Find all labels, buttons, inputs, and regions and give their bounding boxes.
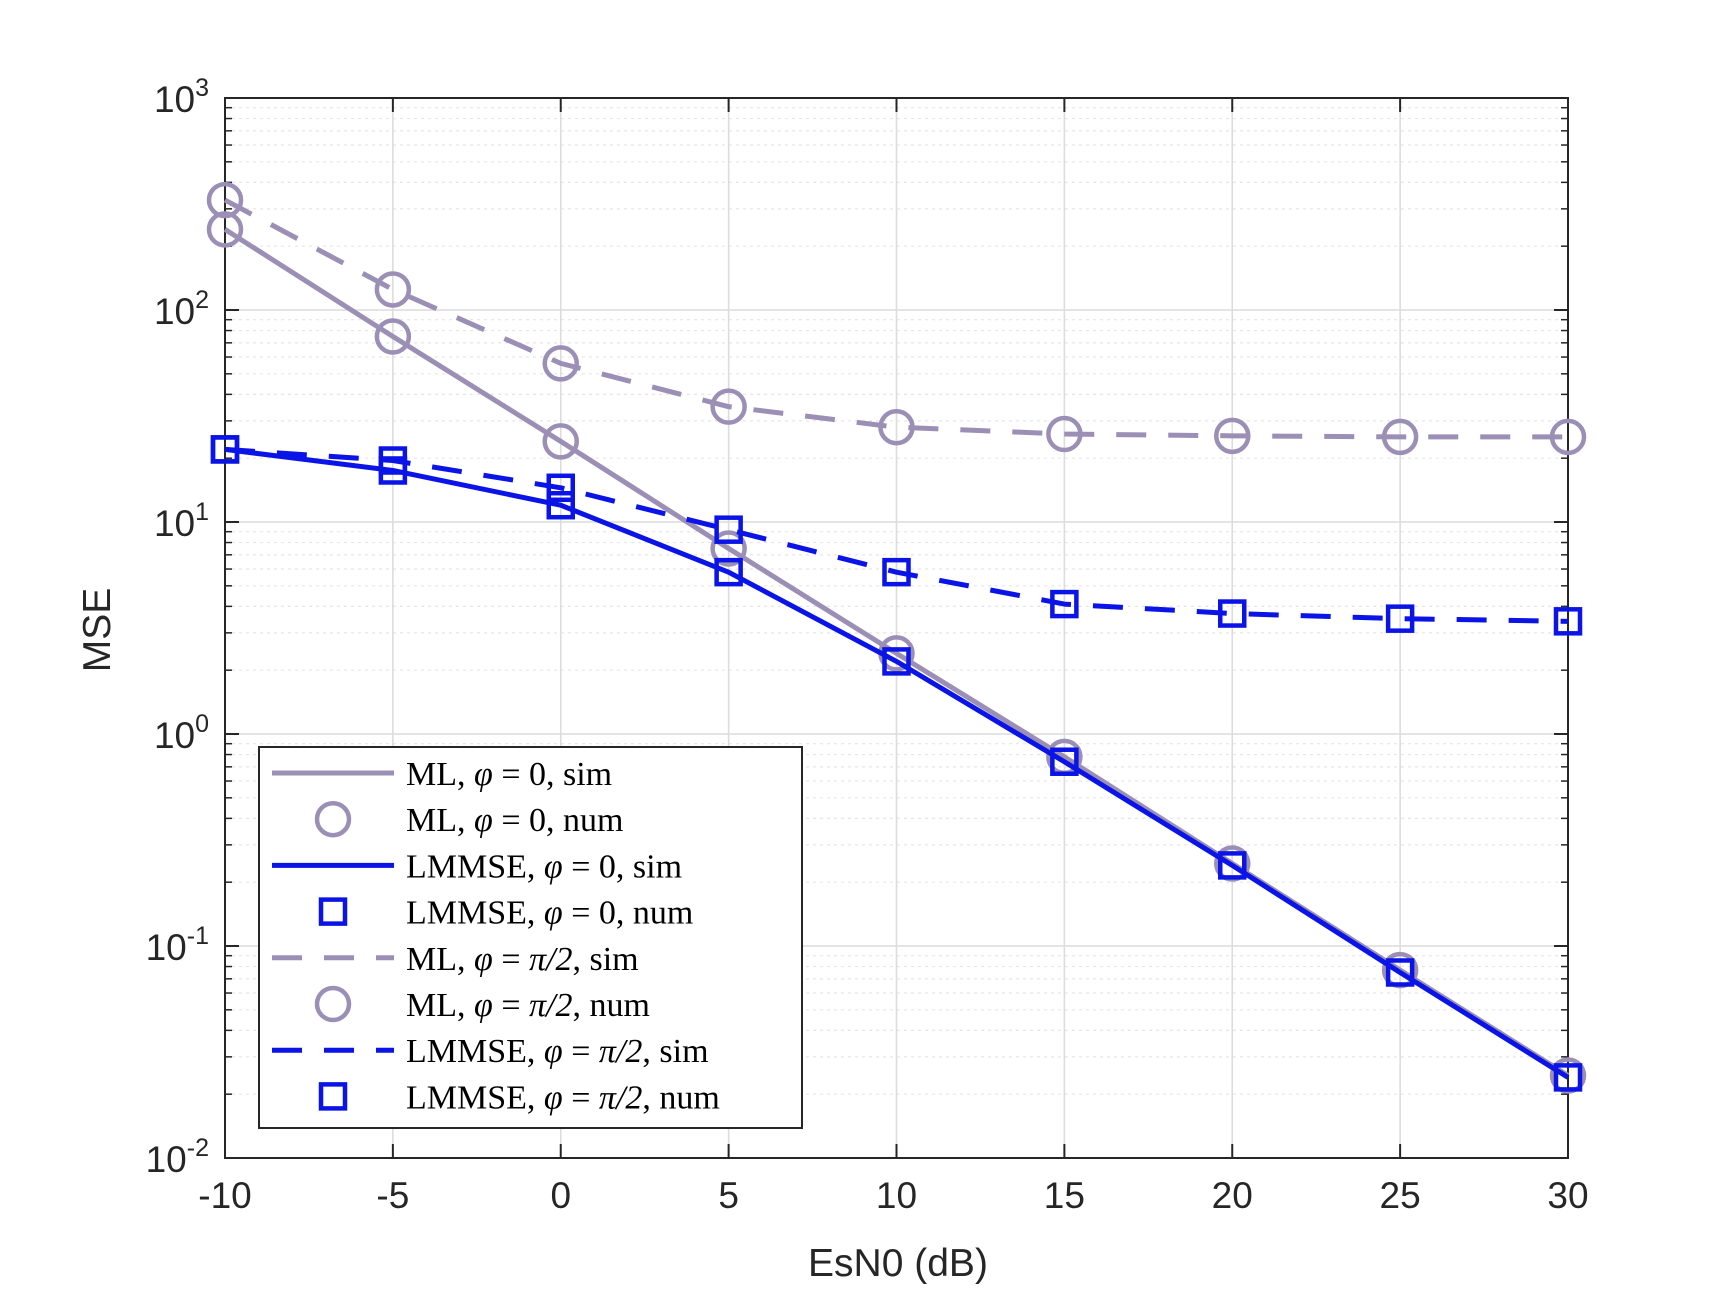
x-tick-label: 10 (876, 1175, 917, 1216)
data-point-circle (374, 271, 412, 308)
series-7 (210, 435, 1583, 636)
data-point-circle (710, 530, 747, 567)
x-tick-label: 30 (1547, 1175, 1588, 1216)
y-tick-label: 100 (154, 710, 209, 756)
legend-marker-sample (318, 1082, 348, 1111)
data-point-circle (1046, 415, 1083, 453)
x-tick-label: -5 (376, 1175, 409, 1216)
legend-item: ML, φ = 0, sim (272, 756, 612, 793)
legend-label: ML, φ = π/2, num (406, 987, 650, 1024)
legend-marker-sample (314, 800, 352, 838)
data-point-square (1218, 599, 1247, 628)
data-point-circle (878, 408, 915, 446)
data-point-square (1553, 607, 1583, 636)
data-point-circle (206, 181, 244, 219)
legend-label: ML, φ = π/2, sim (406, 941, 639, 978)
legend-item: ML, φ = π/2, sim (272, 941, 639, 978)
series-5 (206, 181, 1587, 456)
legend-label: LMMSE, φ = 0, num (406, 895, 693, 932)
x-tick-label: 25 (1380, 1175, 1421, 1216)
data-point-circle (1381, 418, 1419, 456)
data-point-square (210, 435, 240, 464)
legend-item: LMMSE, φ = 0, num (318, 895, 693, 932)
data-point-square (1050, 589, 1079, 619)
data-point-square (1385, 958, 1415, 987)
data-point-square (1050, 747, 1079, 776)
legend-item: ML, φ = 0, num (314, 800, 623, 839)
data-point-square (882, 557, 911, 587)
data-point-circle (542, 345, 579, 382)
data-point-square (378, 446, 408, 475)
data-point-square (1218, 851, 1247, 880)
data-point-square (546, 490, 575, 520)
legend-item: ML, φ = π/2, num (314, 985, 650, 1024)
y-tick-label: 102 (154, 286, 209, 332)
data-point-square (1553, 1063, 1583, 1092)
series-6 (224, 446, 1569, 624)
y-axis-label: MSE (76, 588, 119, 673)
x-tick-label: -10 (198, 1175, 251, 1216)
legend-item: LMMSE, φ = π/2, sim (272, 1033, 709, 1070)
legend-item: LMMSE, φ = 0, sim (272, 848, 682, 885)
data-point-circle (1214, 417, 1251, 455)
legend-label: ML, φ = 0, sim (406, 756, 612, 793)
y-tick-label: 10-2 (146, 1134, 209, 1180)
data-point-square (546, 473, 575, 503)
legend-label: ML, φ = 0, num (406, 802, 623, 839)
data-point-square (1385, 604, 1415, 633)
y-tick-label: 101 (154, 498, 209, 544)
legend-marker-sample (314, 985, 352, 1023)
data-point-circle (1549, 418, 1587, 456)
x-axis-label: EsN0 (dB) (808, 1242, 988, 1285)
data-point-circle (542, 423, 579, 460)
legend-label: LMMSE, φ = π/2, sim (406, 1033, 709, 1070)
data-point-circle (206, 211, 244, 248)
series-line (224, 446, 1569, 624)
series (206, 181, 1587, 1094)
data-point-square (714, 557, 743, 587)
y-tick-label: 10-1 (146, 922, 209, 968)
data-point-square (714, 515, 743, 544)
series-line (223, 197, 1568, 440)
legend-marker-sample (318, 897, 348, 926)
x-tick-label: 0 (550, 1175, 571, 1216)
legend-item: LMMSE, φ = π/2, num (318, 1079, 720, 1116)
legend-label: LMMSE, φ = 0, sim (406, 848, 682, 885)
legend-box (258, 746, 803, 1129)
y-tick-label: 103 (154, 74, 209, 120)
x-tick-label: 15 (1044, 1175, 1085, 1216)
tick-labels: -10 -5 0 5 10 15 20 25 30 10-2 10-1 100 101 102 103 (146, 74, 1589, 1216)
legend: ML, φ = 0, sim ML, φ = 0, num LMMSE, φ = 0… (258, 746, 803, 1129)
data-point-square (882, 647, 911, 676)
x-tick-label: 20 (1212, 1175, 1253, 1216)
data-point-circle (374, 318, 412, 355)
x-tick-label: 5 (718, 1175, 739, 1216)
legend-label: LMMSE, φ = π/2, num (406, 1079, 720, 1116)
axes (224, 97, 1569, 1159)
series-line (224, 446, 1570, 1080)
data-point-circle (710, 388, 747, 425)
series-2 (224, 446, 1570, 1080)
series-4 (223, 197, 1568, 440)
